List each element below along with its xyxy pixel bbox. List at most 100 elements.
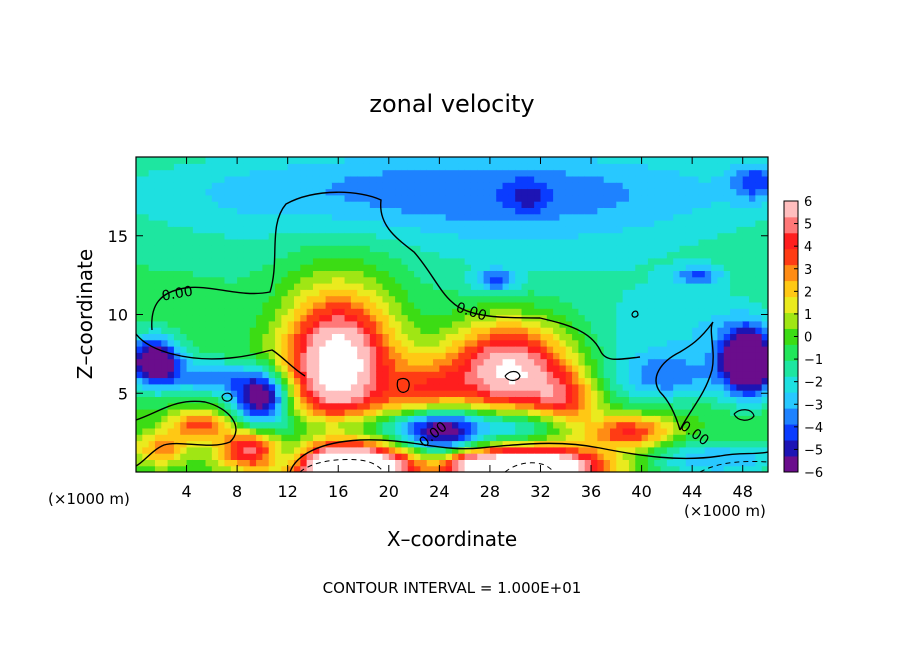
field-cell xyxy=(192,339,200,347)
field-cell xyxy=(452,364,459,372)
field-cell xyxy=(154,402,162,410)
field-cell xyxy=(508,194,516,202)
field-cell xyxy=(350,371,358,379)
field-cell xyxy=(433,207,440,215)
field-cell xyxy=(136,308,143,316)
field-cell xyxy=(660,283,668,290)
field-cell xyxy=(540,339,548,347)
field-cell xyxy=(230,289,238,297)
field-cell xyxy=(508,289,516,297)
field-cell xyxy=(527,207,535,215)
field-cell xyxy=(502,352,510,360)
field-cell xyxy=(154,257,162,265)
field-cell xyxy=(666,238,674,246)
field-cell xyxy=(673,371,681,379)
field-cell xyxy=(319,295,327,303)
field-cell xyxy=(521,201,529,208)
field-cell xyxy=(755,188,763,196)
field-cell xyxy=(540,194,548,202)
field-cell xyxy=(306,157,314,164)
field-cell xyxy=(508,434,516,442)
field-cell xyxy=(445,327,453,334)
field-cell xyxy=(755,320,763,328)
field-cell xyxy=(553,276,561,284)
field-cell xyxy=(192,201,200,208)
field-cell xyxy=(237,314,245,322)
field-cell xyxy=(610,371,617,379)
field-cell xyxy=(388,358,396,366)
field-cell xyxy=(363,440,371,448)
field-cell xyxy=(553,308,561,316)
field-cell xyxy=(483,264,491,271)
field-cell xyxy=(641,276,649,284)
field-cell xyxy=(723,245,731,253)
field-cell xyxy=(692,157,700,164)
field-cell xyxy=(249,194,257,202)
field-cell xyxy=(723,295,731,303)
field-cell xyxy=(224,314,232,322)
field-cell xyxy=(433,383,440,391)
field-cell xyxy=(755,434,763,442)
field-cell xyxy=(306,459,314,467)
field-cell xyxy=(186,220,194,227)
field-cell xyxy=(711,283,719,290)
field-cell xyxy=(477,402,485,410)
field-cell xyxy=(489,257,497,265)
field-cell xyxy=(344,446,352,454)
field-cell xyxy=(325,358,333,366)
field-cell xyxy=(433,415,440,423)
field-cell xyxy=(357,220,365,227)
field-cell xyxy=(230,283,238,290)
field-cell xyxy=(167,446,175,454)
field-cell xyxy=(559,421,567,429)
field-cell xyxy=(610,358,617,366)
field-cell xyxy=(610,352,617,360)
field-cell xyxy=(256,352,263,360)
field-cell xyxy=(742,295,750,303)
field-cell xyxy=(477,283,485,290)
field-cell xyxy=(357,175,365,183)
field-cell xyxy=(395,320,403,328)
field-cell xyxy=(458,390,466,397)
field-cell xyxy=(508,226,516,234)
field-cell xyxy=(357,396,365,404)
field-cell xyxy=(420,327,428,334)
field-cell xyxy=(325,163,333,171)
field-cell xyxy=(742,201,750,208)
field-cell xyxy=(730,169,737,177)
field-cell xyxy=(502,465,510,472)
field-cell xyxy=(635,453,643,460)
field-cell xyxy=(502,232,510,240)
field-cell xyxy=(268,283,276,290)
field-cell xyxy=(515,427,523,435)
field-cell xyxy=(199,301,207,309)
field-cell xyxy=(635,371,643,379)
field-cell xyxy=(294,207,301,215)
field-cell xyxy=(508,421,516,429)
field-cell xyxy=(199,383,207,391)
field-cell xyxy=(205,409,213,416)
field-cell xyxy=(319,396,327,404)
field-cell xyxy=(483,308,491,316)
field-cell xyxy=(559,402,567,410)
field-cell xyxy=(666,201,674,208)
field-cell xyxy=(641,188,649,196)
field-cell xyxy=(749,415,756,423)
field-cell xyxy=(736,396,744,404)
field-cell xyxy=(376,251,384,259)
field-cell xyxy=(584,440,592,448)
field-cell xyxy=(363,207,371,215)
field-cell xyxy=(515,358,523,366)
field-cell xyxy=(603,163,611,171)
field-cell xyxy=(136,257,143,265)
field-cell xyxy=(591,409,598,416)
field-cell xyxy=(382,264,390,271)
field-cell xyxy=(319,364,327,372)
field-cell xyxy=(376,333,384,341)
field-cell xyxy=(692,383,700,391)
field-cell xyxy=(275,440,282,448)
field-cell xyxy=(717,352,725,360)
field-cell xyxy=(319,163,327,171)
field-cell xyxy=(749,213,756,221)
field-cell xyxy=(262,194,270,202)
